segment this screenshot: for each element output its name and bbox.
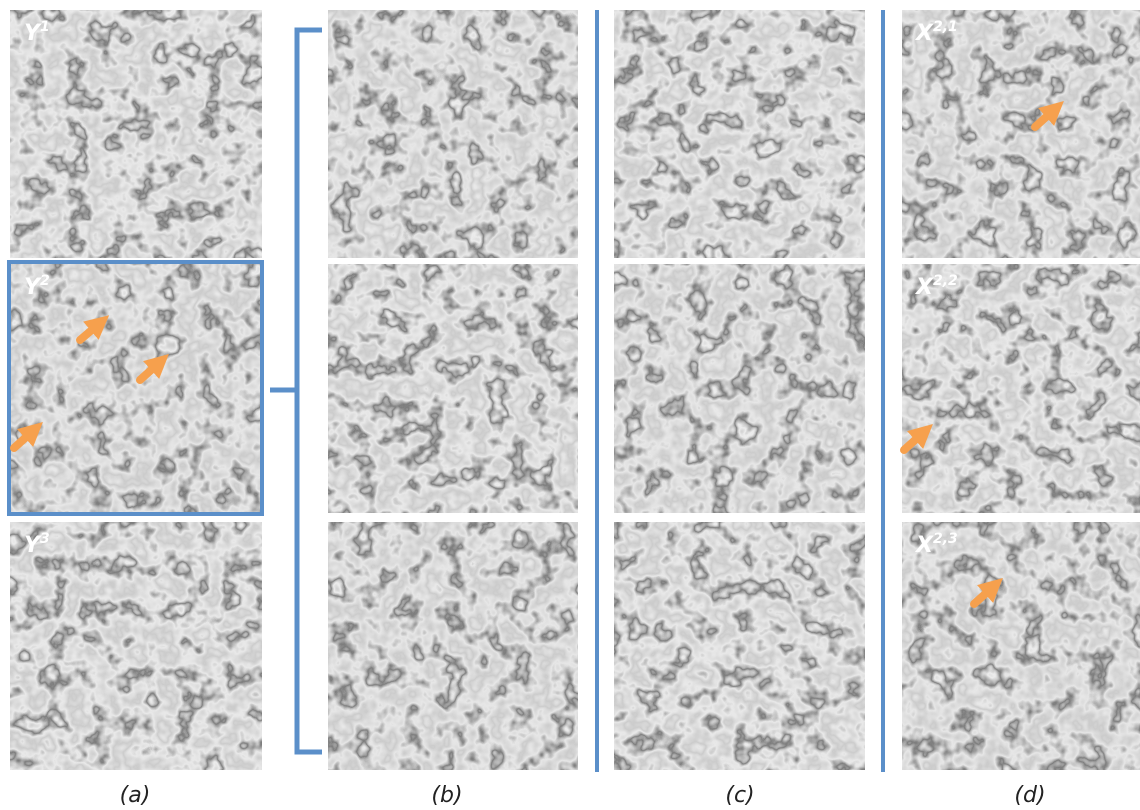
- em-image: [10, 264, 262, 513]
- em-image: [328, 10, 578, 258]
- em-image: [614, 264, 865, 513]
- label-sup: 2,2: [933, 273, 958, 289]
- em-image: [10, 522, 262, 770]
- em-image: [614, 10, 865, 258]
- em-image: [10, 10, 262, 258]
- label-sup: 2,3: [933, 531, 958, 547]
- em-image: [902, 522, 1140, 770]
- em-image: [614, 522, 865, 770]
- caption: (b): [431, 783, 462, 808]
- label-sup: 2: [40, 273, 50, 289]
- caption: (d): [1014, 783, 1045, 808]
- label-base: X: [914, 275, 934, 300]
- label-sup: 3: [40, 531, 50, 547]
- label-sup: 2,1: [933, 19, 958, 35]
- label-sup: 1: [40, 19, 50, 35]
- em-image: [902, 264, 1140, 513]
- label-base: X: [914, 21, 934, 46]
- caption: (c): [725, 783, 754, 808]
- em-image: [902, 10, 1140, 258]
- bracket: [270, 30, 322, 752]
- em-image: [328, 522, 578, 770]
- em-image: [328, 264, 578, 513]
- caption: (a): [120, 783, 151, 808]
- label-base: X: [914, 533, 934, 558]
- figure: Y1Y2Y3X2,1X2,2X2,3 (a)(b)(c)(d): [0, 0, 1140, 810]
